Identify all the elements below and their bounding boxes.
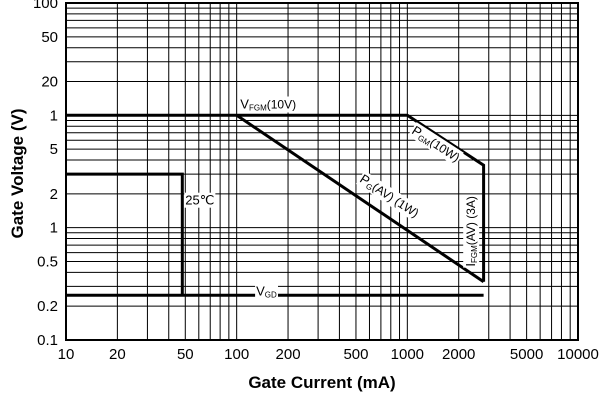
y-tick-label: 0.5 [37,253,58,270]
annotation-label: 25℃ [185,193,214,208]
grid [66,3,578,340]
annotation: PG(AV) (1W) [355,170,423,222]
boundary-line [66,172,184,296]
y-tick-labels: 0.1 0.2 0.5 1 2 5 1 20 50 100 [33,0,58,349]
annotation: PGM(10W) [407,122,464,167]
y-tick-label: 50 [41,29,58,46]
y-tick-label: 1 [50,220,58,237]
x-tick-label: 100 [224,346,249,363]
y-tick-label: 100 [33,0,58,12]
y-tick-label: 20 [41,74,58,91]
x-tick-label: 10 [58,346,75,363]
x-tick-label: 500 [343,346,368,363]
y-tick-label: 0.2 [37,298,58,315]
x-tick-label: 2000 [442,346,475,363]
annotation-background [239,96,298,113]
annotation-background [255,283,278,300]
annotation: VFGM(10V) [239,96,298,113]
y-tick-label: 1 [50,107,58,124]
annotation-label: IFGM(AV) (3A) [463,196,479,267]
annotation-label: VGD [256,283,277,299]
x-tick-label: 1000 [391,346,424,363]
annotation-label: PG(AV) (1W) [357,171,422,221]
annotation-label: PGM(10W) [409,123,463,166]
x-tick-label: 50 [177,346,194,363]
annotation: VGD [255,283,278,300]
x-tick-label: 5000 [510,346,543,363]
annotation-background [355,170,423,222]
annotation: 25℃ [184,192,216,208]
y-tick-label: 5 [50,141,58,158]
annotation-background [407,122,464,167]
x-tick-label: 200 [276,346,301,363]
y-tick-label: 2 [50,186,58,203]
x-tick-labels: 10 20 50 100 200 500 1000 2000 5000 10000 [58,346,599,363]
plot-frame [65,2,579,341]
x-tick-label: 20 [109,346,126,363]
annotation-label: VFGM(10V) [240,97,296,113]
boundary-line [235,114,485,284]
y-tick-label: 0.1 [37,332,58,349]
annotation-background [463,195,480,268]
x-tick-label: 10000 [557,346,599,363]
annotation-background [184,192,216,208]
boundary-line [66,113,486,282]
annotation: IFGM(AV) (3A) [463,195,480,268]
x-axis-title: Gate Current (mA) [248,373,395,392]
y-axis-title: Gate Voltage (V) [8,108,27,238]
